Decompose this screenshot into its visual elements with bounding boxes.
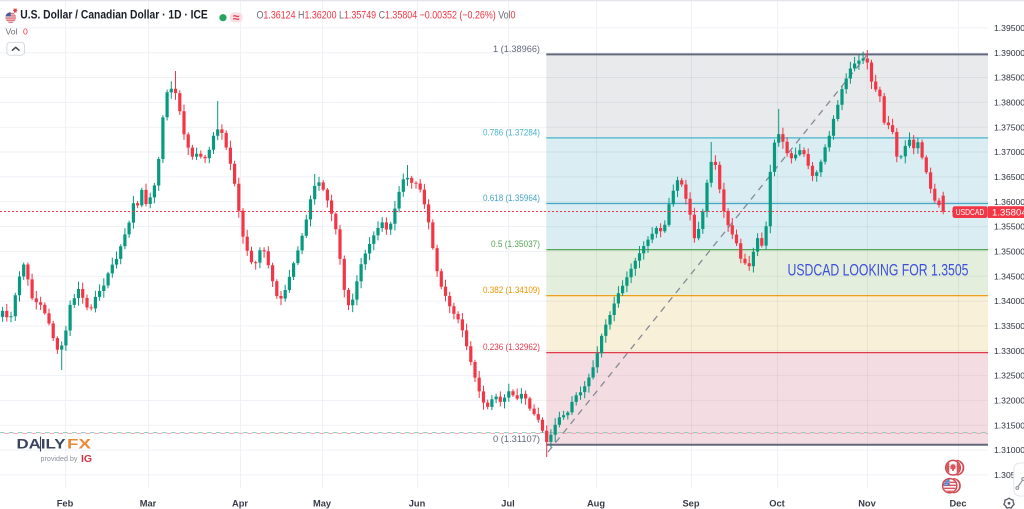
svg-text:1 (1.38966): 1 (1.38966) (493, 44, 540, 55)
svg-text:provided by: provided by (41, 454, 78, 463)
svg-text:May: May (313, 499, 332, 509)
svg-text:1.38000: 1.38000 (994, 98, 1024, 108)
svg-text:1.33500: 1.33500 (994, 321, 1024, 331)
svg-text:Sep: Sep (682, 499, 699, 509)
svg-text:1.36000: 1.36000 (994, 197, 1024, 207)
svg-text:1.32500: 1.32500 (994, 371, 1024, 381)
svg-text:1.34000: 1.34000 (994, 296, 1024, 306)
svg-text:1.39500: 1.39500 (994, 23, 1024, 33)
svg-text:Nov: Nov (858, 499, 876, 509)
svg-text:1.38500: 1.38500 (994, 73, 1024, 83)
svg-text:Dec: Dec (949, 499, 966, 509)
svg-text:USDCAD LOOKING FOR 1.3505: USDCAD LOOKING FOR 1.3505 (788, 261, 969, 280)
svg-text:0.5 (1.35037): 0.5 (1.35037) (491, 239, 540, 250)
svg-text:FX: FX (67, 436, 92, 452)
svg-text:1.35500: 1.35500 (994, 222, 1024, 232)
svg-text:O1.36124 H1.36200 L1.35749 C1.: O1.36124 H1.36200 L1.35749 C1.35804 −0.0… (257, 10, 516, 22)
svg-text:0: 0 (23, 27, 28, 37)
svg-text:1.32000: 1.32000 (994, 396, 1024, 406)
svg-text:Mar: Mar (140, 499, 157, 509)
svg-text:DAILY: DAILY (17, 436, 67, 452)
svg-text:1.36500: 1.36500 (994, 172, 1024, 182)
svg-text:Oct: Oct (769, 499, 785, 509)
svg-text:U.S. Dollar / Canadian Dollar: U.S. Dollar / Canadian Dollar · 1D · ICE (20, 8, 208, 22)
svg-text:1.37500: 1.37500 (994, 122, 1024, 132)
svg-text:0 (1.31107): 0 (1.31107) (493, 434, 540, 445)
svg-text:1.34500: 1.34500 (994, 271, 1024, 281)
svg-text:1.305: 1.305 (994, 470, 1016, 480)
svg-text:Apr: Apr (232, 499, 248, 509)
svg-text:1.35804: 1.35804 (992, 207, 1024, 218)
svg-text:0.786 (1.37284): 0.786 (1.37284) (483, 127, 540, 138)
svg-text:≈: ≈ (233, 11, 240, 25)
svg-text:0.382 (1.34109): 0.382 (1.34109) (483, 285, 540, 296)
svg-text:Feb: Feb (57, 499, 74, 509)
svg-text:Aug: Aug (587, 499, 605, 509)
svg-text:1.39000: 1.39000 (994, 48, 1024, 58)
svg-text:Jun: Jun (409, 499, 426, 509)
svg-text:1.31500: 1.31500 (994, 420, 1024, 430)
svg-text:1.35000: 1.35000 (994, 247, 1024, 257)
svg-text:1.31000: 1.31000 (994, 445, 1024, 455)
svg-text:Jul: Jul (501, 499, 514, 509)
svg-text:Vol: Vol (6, 27, 18, 37)
svg-text:0.236 (1.32962): 0.236 (1.32962) (483, 342, 540, 353)
svg-text:0.618 (1.35964): 0.618 (1.35964) (483, 193, 540, 204)
svg-text:1.33000: 1.33000 (994, 346, 1024, 356)
svg-text:USDCAD: USDCAD (956, 208, 985, 217)
svg-text:IG: IG (81, 453, 92, 465)
svg-text:1.37000: 1.37000 (994, 147, 1024, 157)
